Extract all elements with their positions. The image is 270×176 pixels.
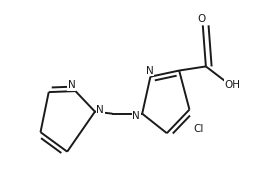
Text: N: N bbox=[146, 65, 153, 76]
Text: Cl: Cl bbox=[194, 124, 204, 134]
Text: N: N bbox=[96, 105, 104, 115]
Text: N: N bbox=[132, 111, 140, 121]
Text: OH: OH bbox=[225, 80, 241, 90]
Text: O: O bbox=[197, 14, 205, 24]
Text: N: N bbox=[68, 80, 76, 90]
